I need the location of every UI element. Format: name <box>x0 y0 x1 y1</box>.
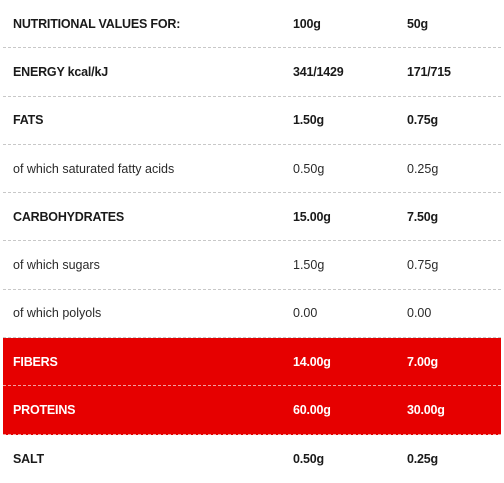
row-label: ENERGY kcal/kJ <box>13 64 108 79</box>
header-50g: 50g <box>407 16 428 31</box>
row-value-100g: 1.50g <box>293 113 324 128</box>
table-row-proteins: PROTEINS 60.00g 30.00g <box>3 386 501 435</box>
row-label: CARBOHYDRATES <box>13 209 125 224</box>
table-header-row: NUTRITIONAL VALUES FOR: 100g 50g <box>3 0 501 49</box>
table-row-polyols: of which polyols 0.00 0.00 <box>3 290 501 339</box>
row-label: of which sugars <box>13 258 100 273</box>
row-value-50g: 171/715 <box>407 64 451 79</box>
table-row-energy: ENERGY kcal/kJ 341/1429 171/715 <box>3 48 501 97</box>
row-label: FATS <box>13 113 44 128</box>
table-row-fibers: FIBERS 14.00g 7.00g <box>3 338 501 387</box>
row-value-100g: 0.00 <box>293 306 318 321</box>
table-row-saturated-fatty-acids: of which saturated fatty acids 0.50g 0.2… <box>3 145 501 194</box>
row-value-50g: 7.50g <box>407 209 438 224</box>
row-label: of which saturated fatty acids <box>13 161 175 176</box>
row-value-100g: 1.50g <box>293 258 325 273</box>
row-label: of which polyols <box>13 306 102 321</box>
row-label: SALT <box>13 451 44 466</box>
row-value-100g: 15.00g <box>293 209 331 224</box>
table-row-salt: SALT 0.50g 0.25g <box>3 435 501 483</box>
row-value-50g: 0.00 <box>407 306 432 321</box>
row-value-50g: 0.25g <box>407 451 438 466</box>
nutrition-table: NUTRITIONAL VALUES FOR: 100g 50g ENERGY … <box>3 0 501 483</box>
row-value-50g: 0.75g <box>407 113 438 128</box>
row-value-100g: 0.50g <box>293 451 324 466</box>
header-100g: 100g <box>293 16 321 31</box>
row-value-100g: 60.00g <box>293 403 331 418</box>
row-label: FIBERS <box>13 354 58 369</box>
table-row-fats: FATS 1.50g 0.75g <box>3 97 501 145</box>
row-value-100g: 0.50g <box>293 161 325 176</box>
row-value-50g: 7.00g <box>407 354 438 369</box>
table-row-carbohydrates: CARBOHYDRATES 15.00g 7.50g <box>3 193 501 242</box>
row-value-50g: 0.25g <box>407 161 439 176</box>
row-value-100g: 341/1429 <box>293 64 344 79</box>
row-label: PROTEINS <box>13 403 76 418</box>
header-label: NUTRITIONAL VALUES FOR: <box>13 16 181 31</box>
row-value-100g: 14.00g <box>293 354 331 369</box>
row-value-50g: 30.00g <box>407 403 445 418</box>
table-row-sugars: of which sugars 1.50g 0.75g <box>3 241 501 290</box>
row-value-50g: 0.75g <box>407 258 439 273</box>
